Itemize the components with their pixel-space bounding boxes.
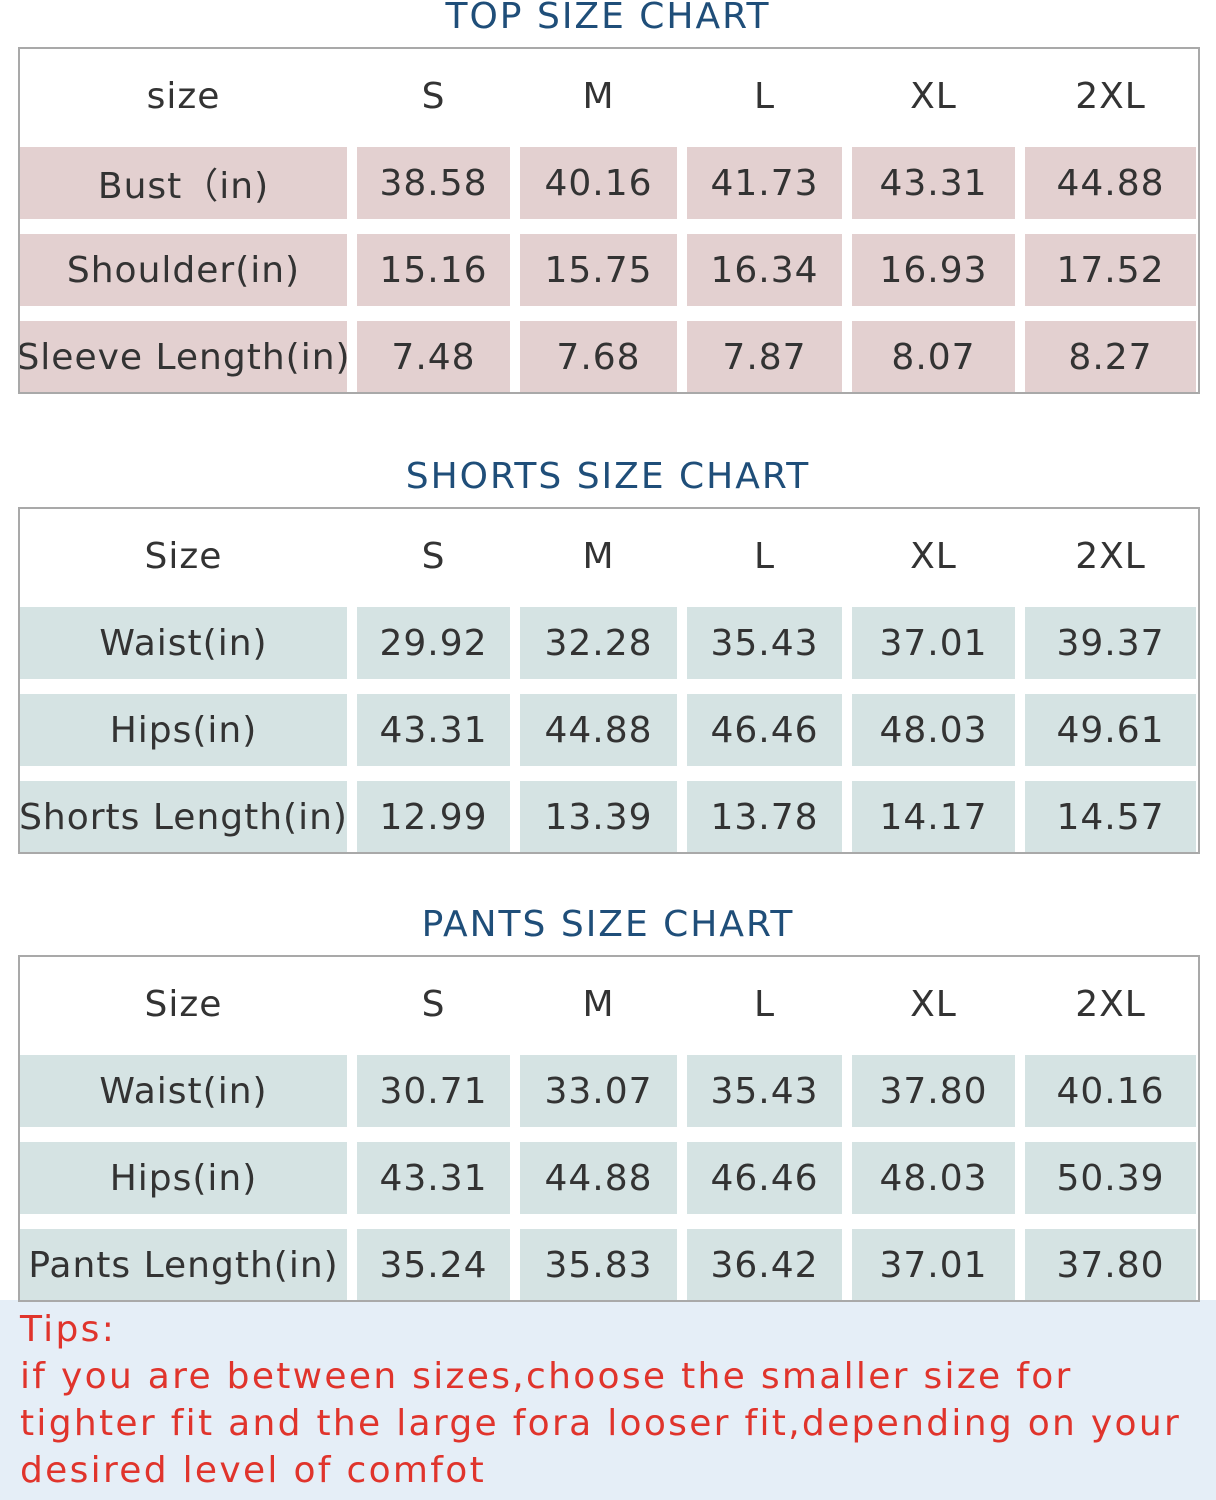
table-cell: 48.03 [852,694,1015,766]
table-cell: 43.31 [357,694,510,766]
table-border [18,955,1200,1302]
table-cell: 7.48 [357,321,510,393]
header-cell: Size [144,984,223,1025]
row-label: Shoulder(in) [20,234,347,306]
table-cell: 16.93 [852,234,1015,306]
table-cell: 33.07 [520,1055,677,1127]
table-cell: 43.31 [852,147,1015,219]
table-border [18,47,1200,394]
table-cell: 40.16 [520,147,677,219]
header-cell: XL [910,984,957,1025]
table-cell: 17.52 [1025,234,1196,306]
table-cell: 46.46 [687,1142,842,1214]
table-cell: 35.83 [520,1229,677,1301]
table-cell: 46.46 [687,694,842,766]
table-cell: 8.07 [852,321,1015,393]
table-cell: 8.27 [1025,321,1196,393]
table-cell: 14.57 [1025,781,1196,853]
table-cell: 7.68 [520,321,677,393]
row-label: Pants Length(in) [20,1229,347,1301]
table-cell: 37.80 [852,1055,1015,1127]
table-cell: 13.78 [687,781,842,853]
row-label: Shorts Length(in) [19,781,347,853]
row-label: Waist(in) [20,607,347,679]
table-cell: 32.28 [520,607,677,679]
table-cell: 43.31 [357,1142,510,1214]
table-cell: 36.42 [687,1229,842,1301]
header-cell: S [421,984,446,1025]
table-cell: 14.17 [852,781,1015,853]
header-cell: size [146,76,221,117]
table-title: PANTS SIZE CHART [421,904,795,945]
header-cell: M [582,536,615,577]
table-cell: 39.37 [1025,607,1196,679]
header-cell: Size [144,536,223,577]
header-cell: L [753,536,776,577]
row-label: Waist(in) [20,1055,347,1127]
tips: Tips: if you are between sizes,choose th… [0,1300,1216,1500]
table-border [18,507,1200,854]
header-cell: M [582,984,615,1025]
row-label: Sleeve Length(in) [16,321,350,393]
table-cell: 12.99 [357,781,510,853]
table-title: SHORTS SIZE CHART [405,456,811,497]
table-cell: 37.80 [1025,1229,1196,1301]
table-cell: 29.92 [357,607,510,679]
table-cell: 49.61 [1025,694,1196,766]
header-cell: 2XL [1075,76,1146,117]
row-label: Hips(in) [20,694,347,766]
table-cell: 37.01 [852,1229,1015,1301]
table-cell: 30.71 [357,1055,510,1127]
table-cell: 13.39 [520,781,677,853]
table-cell: 35.43 [687,1055,842,1127]
table-cell: 15.75 [520,234,677,306]
table-cell: 35.43 [687,607,842,679]
row-label: Bust（in) [20,147,347,219]
header-cell: L [753,76,776,117]
tips-text: if you are between sizes,choose the smal… [20,1356,1182,1491]
table-cell: 41.73 [687,147,842,219]
table-cell: 44.88 [520,1142,677,1214]
header-cell: S [421,536,446,577]
header-cell: 2XL [1075,984,1146,1025]
table-cell: 44.88 [1025,147,1196,219]
row-label: Hips(in) [20,1142,347,1214]
header-cell: L [753,984,776,1025]
table-cell: 15.16 [357,234,510,306]
tips-title: Tips: [20,1309,117,1350]
header-cell: S [421,76,446,117]
table-title: TOP SIZE CHART [445,0,771,37]
header-cell: XL [910,536,957,577]
header-cell: XL [910,76,957,117]
table-cell: 50.39 [1025,1142,1196,1214]
header-cell: 2XL [1075,536,1146,577]
table-cell: 16.34 [687,234,842,306]
table-cell: 40.16 [1025,1055,1196,1127]
table-cell: 37.01 [852,607,1015,679]
table-cell: 35.24 [357,1229,510,1301]
header-cell: M [582,76,615,117]
table-cell: 44.88 [520,694,677,766]
table-cell: 7.87 [687,321,842,393]
table-cell: 38.58 [357,147,510,219]
table-cell: 48.03 [852,1142,1015,1214]
